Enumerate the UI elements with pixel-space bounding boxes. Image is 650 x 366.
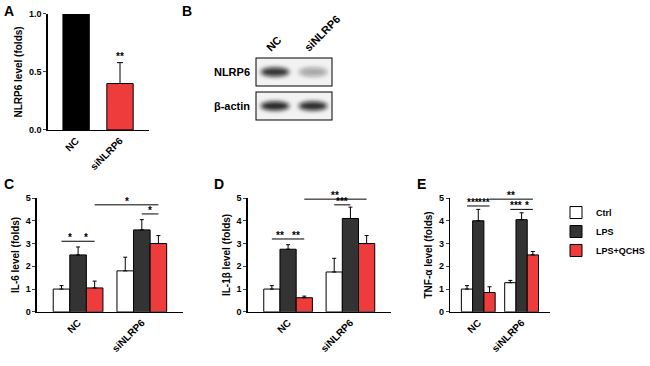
svg-text:B: B — [182, 3, 192, 19]
svg-text:**: ** — [331, 190, 339, 201]
svg-text:**: ** — [116, 51, 124, 62]
svg-text:D: D — [214, 176, 224, 192]
svg-text:*: * — [84, 232, 88, 243]
svg-text:**: ** — [276, 230, 284, 241]
svg-text:**: ** — [292, 230, 300, 241]
svg-text:E: E — [417, 176, 426, 192]
svg-text:siNLRP6: siNLRP6 — [319, 317, 356, 354]
svg-text:1.0: 1.0 — [29, 9, 42, 19]
svg-text:4: 4 — [26, 216, 31, 226]
svg-text:NC: NC — [465, 317, 483, 335]
svg-text:A: A — [4, 3, 14, 19]
svg-text:*: * — [148, 205, 152, 216]
svg-text:0.5: 0.5 — [29, 67, 42, 77]
svg-text:3: 3 — [439, 239, 444, 249]
svg-text:*: * — [525, 200, 529, 211]
svg-text:1: 1 — [439, 284, 444, 294]
svg-text:**: ** — [507, 190, 515, 201]
svg-text:***: *** — [510, 200, 522, 211]
svg-text:0.0: 0.0 — [29, 125, 42, 135]
svg-text:0: 0 — [26, 307, 31, 317]
svg-text:LPS+QCHS: LPS+QCHS — [596, 246, 645, 256]
svg-text:NC: NC — [65, 317, 83, 335]
svg-text:siNLRP6: siNLRP6 — [490, 317, 527, 354]
svg-text:LPS: LPS — [596, 227, 614, 237]
svg-text:*: * — [125, 196, 129, 207]
svg-text:2: 2 — [26, 261, 31, 271]
svg-text:IL-1β level (folds): IL-1β level (folds) — [221, 214, 232, 296]
svg-text:NC: NC — [275, 317, 293, 335]
svg-text:*: * — [68, 232, 72, 243]
svg-text:***: *** — [478, 197, 490, 208]
svg-text:NLRP6 level (folds): NLRP6 level (folds) — [13, 26, 24, 117]
svg-text:1: 1 — [26, 284, 31, 294]
svg-text:5: 5 — [237, 193, 242, 203]
svg-text:C: C — [4, 176, 14, 192]
svg-text:1: 1 — [237, 284, 242, 294]
svg-text:5: 5 — [439, 193, 444, 203]
svg-text:***: *** — [467, 197, 479, 208]
svg-text:NC: NC — [264, 34, 284, 54]
svg-text:Ctrl: Ctrl — [596, 208, 612, 218]
svg-text:NLRP6: NLRP6 — [214, 66, 250, 78]
svg-text:5: 5 — [26, 193, 31, 203]
svg-text:IL-6 level (folds): IL-6 level (folds) — [10, 217, 21, 293]
svg-text:siNLRP6: siNLRP6 — [110, 317, 147, 354]
svg-text:3: 3 — [237, 239, 242, 249]
svg-text:TNF-α level (folds): TNF-α level (folds) — [423, 211, 434, 298]
svg-text:β-actin: β-actin — [214, 100, 250, 112]
svg-text:2: 2 — [237, 261, 242, 271]
svg-text:siNLRP6: siNLRP6 — [88, 135, 125, 172]
svg-text:4: 4 — [439, 216, 444, 226]
svg-text:NC: NC — [63, 135, 81, 153]
svg-text:0: 0 — [439, 307, 444, 317]
svg-text:siNLRP6: siNLRP6 — [302, 13, 342, 53]
svg-text:3: 3 — [26, 239, 31, 249]
svg-text:0: 0 — [237, 307, 242, 317]
svg-text:2: 2 — [439, 261, 444, 271]
svg-text:4: 4 — [237, 216, 242, 226]
svg-text:***: *** — [336, 196, 348, 207]
